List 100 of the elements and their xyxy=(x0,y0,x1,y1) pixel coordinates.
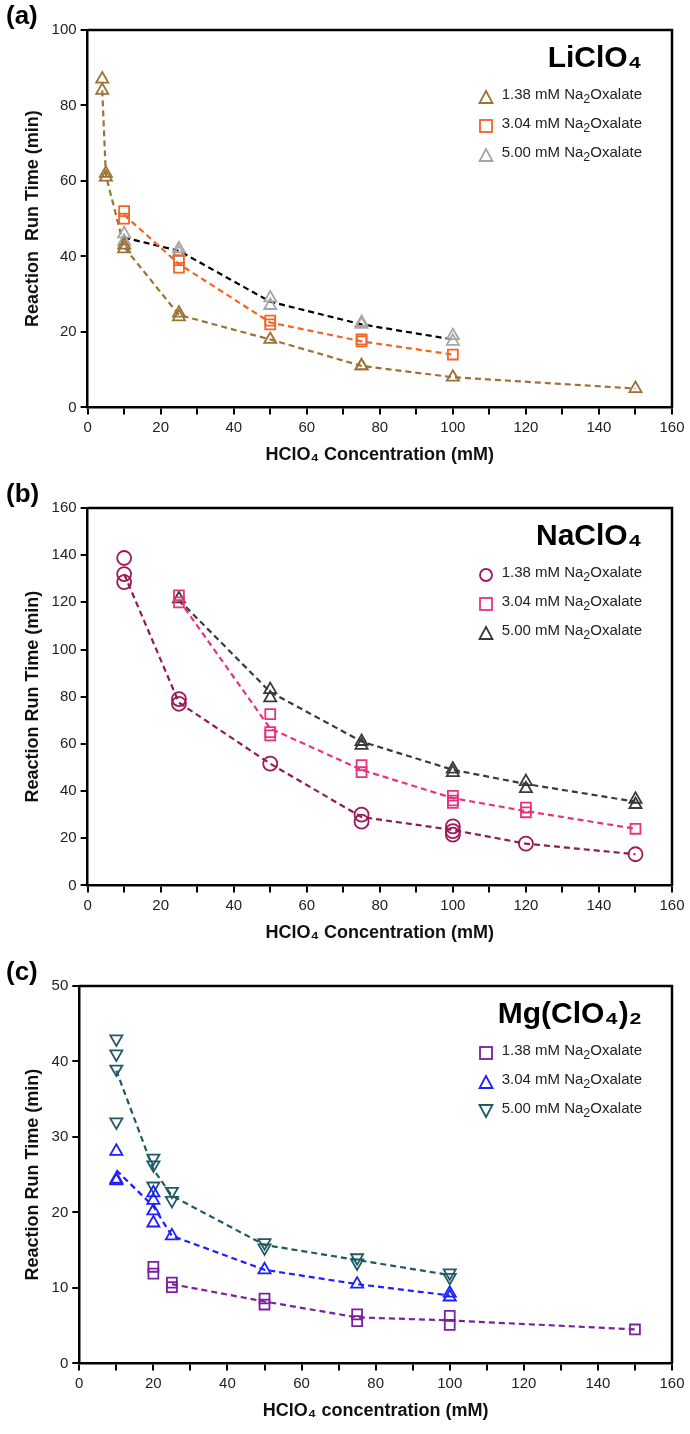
point xyxy=(117,233,132,246)
legend-label: 5.00 mM Na$_{2}$Oxalate xyxy=(501,620,642,644)
x-tick-label: 100 xyxy=(440,895,466,913)
point xyxy=(173,254,185,267)
point xyxy=(95,82,110,95)
y-tick-label: 40 xyxy=(59,246,77,264)
point xyxy=(445,761,460,774)
point xyxy=(518,780,533,794)
y-tick-label: 0 xyxy=(68,875,77,893)
point xyxy=(118,205,130,217)
point xyxy=(353,813,370,830)
x-tick-label: 60 xyxy=(298,895,316,913)
point xyxy=(263,681,278,695)
point xyxy=(257,1243,272,1256)
x-tick-label: 140 xyxy=(586,895,612,913)
point xyxy=(354,737,369,750)
point xyxy=(445,333,460,346)
point xyxy=(117,240,132,254)
point xyxy=(351,1308,363,1321)
point xyxy=(443,1319,456,1331)
chart-title: Mg(ClO₄)₂ xyxy=(497,996,642,1030)
point xyxy=(164,1186,179,1200)
point xyxy=(171,240,186,254)
x-axis-title: HClO₄ Concentration (mM) xyxy=(265,444,495,465)
point xyxy=(350,1276,365,1289)
point xyxy=(258,1298,271,1311)
point xyxy=(629,822,642,835)
point xyxy=(443,1310,456,1322)
point xyxy=(166,1276,178,1289)
point xyxy=(628,796,643,809)
x-tick-label: 140 xyxy=(585,1373,611,1391)
x-tick-label: 20 xyxy=(145,1373,162,1391)
point xyxy=(166,1281,178,1294)
point xyxy=(117,237,132,250)
x-tick-label: 100 xyxy=(437,1373,463,1391)
x-tick-label: 40 xyxy=(225,895,243,913)
point xyxy=(173,261,185,274)
point xyxy=(264,729,277,742)
text: (c) xyxy=(6,956,38,987)
point xyxy=(257,1238,272,1251)
chart-title: NaClO₄ xyxy=(536,518,642,552)
x-tick-label: 160 xyxy=(659,895,685,913)
legend-label: 5.00 mM Na$_{2}$Oxalate xyxy=(501,142,642,166)
x-axis-title: HClO₄ concentration (mM) xyxy=(262,1400,489,1421)
x-tick-label: 60 xyxy=(293,1373,310,1391)
legend-label: 1.38 mM Na$_{2}$Oxalate xyxy=(501,84,642,108)
point xyxy=(442,1285,457,1298)
x-tick-label: 80 xyxy=(371,895,389,913)
point xyxy=(264,708,277,720)
y-tick-label: 10 xyxy=(51,1278,69,1296)
point xyxy=(442,1268,457,1281)
point xyxy=(518,835,534,852)
x-tick-label: 0 xyxy=(83,417,92,435)
y-tick-label: 140 xyxy=(51,545,77,563)
y-tick-label: 100 xyxy=(51,639,77,657)
point xyxy=(118,212,130,225)
x-tick-label: 40 xyxy=(219,1373,236,1391)
point xyxy=(628,380,643,393)
point xyxy=(442,1272,457,1286)
x-tick-label: 80 xyxy=(371,417,389,435)
point xyxy=(263,331,278,344)
x-axis-title: HClO₄ Concentration (mM) xyxy=(265,922,495,943)
x-tick-label: 80 xyxy=(367,1373,384,1391)
x-tick-label: 120 xyxy=(513,895,539,913)
y-tick-label: 60 xyxy=(59,171,77,189)
legend-label: 1.38 mM Na$_{2}$Oxalate xyxy=(501,1040,642,1064)
y-tick-label: 100 xyxy=(51,20,77,38)
point xyxy=(171,305,186,318)
point xyxy=(444,818,461,835)
y-axis-title: Reaction Run Time (min) xyxy=(21,1068,42,1281)
text: (b) xyxy=(6,478,40,509)
y-tick-label: 60 xyxy=(59,734,77,752)
point xyxy=(116,574,133,590)
point xyxy=(98,165,113,178)
y-tick-label: 50 xyxy=(51,976,69,994)
point xyxy=(116,566,133,582)
point xyxy=(146,1153,161,1166)
point xyxy=(171,695,187,712)
y-tick-label: 40 xyxy=(59,781,77,799)
x-tick-label: 40 xyxy=(225,417,243,435)
y-tick-label: 120 xyxy=(51,592,77,610)
point xyxy=(263,689,278,703)
point xyxy=(146,1181,161,1194)
point xyxy=(447,348,459,361)
point xyxy=(109,1034,124,1047)
text: (a) xyxy=(6,0,38,31)
point xyxy=(171,691,187,707)
y-tick-label: 30 xyxy=(51,1127,69,1145)
point xyxy=(98,169,113,182)
y-axis-title: Reaction Run Time (min) xyxy=(21,590,42,803)
x-tick-label: 60 xyxy=(298,417,316,435)
point xyxy=(263,290,278,303)
x-tick-label: 20 xyxy=(152,895,170,913)
point xyxy=(264,318,277,331)
y-tick-label: 80 xyxy=(59,95,77,113)
point xyxy=(164,1195,179,1209)
point xyxy=(147,1267,160,1280)
point xyxy=(350,1253,365,1266)
x-tick-label: 100 xyxy=(440,417,466,435)
point xyxy=(445,369,460,382)
